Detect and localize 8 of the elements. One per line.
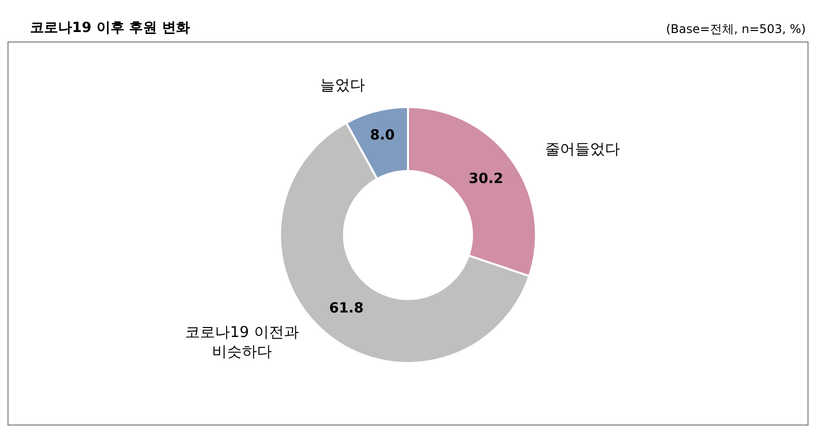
slice-label: 늘었다 xyxy=(320,76,365,94)
data-label: 61.8 xyxy=(329,300,364,317)
slice-label: 줄어들었다 xyxy=(545,140,620,158)
text: (Base=전체, n=503, %) xyxy=(666,22,806,36)
slice-label: 코로나19 이전과 비슷하다 xyxy=(185,323,299,360)
data-label: 30.2 xyxy=(468,171,504,188)
data-label: 8.0 xyxy=(370,128,396,144)
chart-title: 코로나19 이후 후원 변화 xyxy=(30,20,190,36)
